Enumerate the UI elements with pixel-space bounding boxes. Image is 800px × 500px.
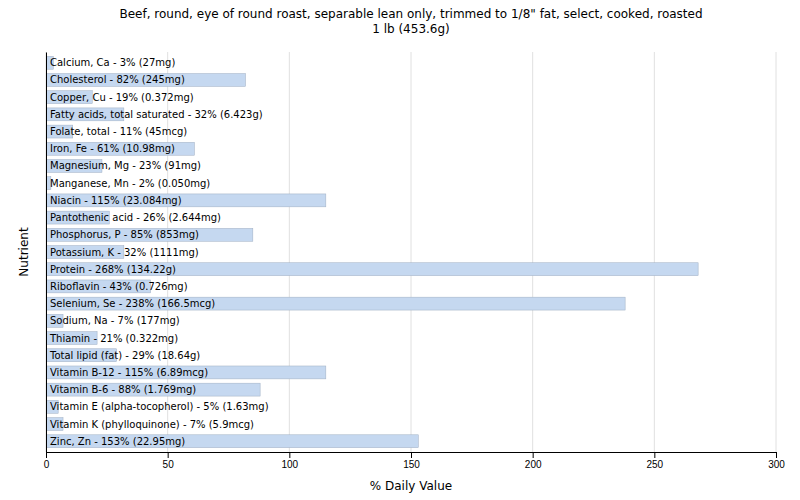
x-axis-title: % Daily Value (370, 479, 452, 493)
bar-label: Riboflavin - 43% (0.726mg) (50, 281, 188, 292)
bar-label: Niacin - 115% (23.084mg) (50, 195, 182, 206)
x-tick-label: 200 (525, 459, 542, 470)
bar (46, 263, 698, 276)
bar-label: Vitamin E (alpha-tocopherol) - 5% (1.63m… (50, 401, 269, 412)
bar-label: Magnesium, Mg - 23% (91mg) (50, 160, 201, 171)
y-axis-title: Nutrient (17, 227, 31, 277)
chart: Calcium, Ca - 3% (27mg) Cholesterol - 82%… (0, 0, 800, 500)
bar (46, 366, 326, 379)
x-tick: 0 (44, 452, 50, 470)
x-tick-label: 50 (163, 459, 175, 470)
bar-label: Copper, Cu - 19% (0.372mg) (50, 92, 194, 103)
bar-label: Cholesterol - 82% (245mg) (50, 74, 185, 85)
bar-label: Total lipid (fat) - 29% (18.64g) (49, 350, 200, 361)
x-tick: 200 (525, 452, 542, 470)
bar-label: Vitamin B-12 - 115% (6.89mcg) (50, 367, 208, 378)
bar (46, 383, 260, 396)
grid-line (289, 52, 290, 452)
bar-label: Pantothenic acid - 26% (2.644mg) (50, 212, 221, 223)
x-tick-label: 300 (768, 459, 785, 470)
x-tick-label: 250 (646, 459, 663, 470)
x-axis-line (47, 453, 777, 459)
bar-label: Thiamin - 21% (0.322mg) (49, 333, 178, 344)
grid-line (654, 52, 655, 452)
x-tick: 250 (646, 452, 663, 470)
title: Beef, round, eye of round roast, separab… (119, 7, 702, 36)
bar-label: Vitamin B-6 - 88% (1.769mg) (50, 384, 196, 395)
bar-label: Protein - 268% (134.22g) (50, 264, 176, 275)
x-tick-label: 100 (281, 459, 298, 470)
x-tick-mark (168, 452, 169, 458)
x-tick: 100 (281, 452, 298, 470)
y-axis-line (46, 53, 47, 453)
x-tick: 150 (403, 452, 420, 470)
bar (46, 228, 253, 241)
x-tick-mark (533, 452, 534, 458)
x-tick: 300 (768, 452, 785, 470)
x-tick-label: 0 (44, 459, 50, 470)
bar-labels: Calcium, Ca - 3% (27mg) Cholesterol - 82%… (49, 57, 269, 446)
bars (46, 56, 698, 447)
y-axis (46, 53, 47, 453)
grid-line (411, 52, 412, 452)
bar-label: Calcium, Ca - 3% (27mg) (50, 57, 175, 68)
bar-label: Fatty acids, total saturated - 32% (6.42… (50, 109, 263, 120)
bar (46, 435, 418, 448)
x-tick-mark (654, 452, 655, 458)
x-tick-mark (289, 452, 290, 458)
bar (46, 74, 246, 87)
bar-label: Potassium, K - 32% (1111mg) (50, 247, 199, 258)
bar-label: Folate, total - 11% (45mcg) (50, 126, 187, 137)
grid-line (46, 52, 47, 452)
x-tick-mark (46, 452, 47, 458)
bar-label: Phosphorus, P - 85% (853mg) (50, 229, 199, 240)
x-tick-mark (776, 452, 777, 458)
bar-label: Selenium, Se - 238% (166.5mcg) (50, 298, 215, 309)
grid-line (532, 52, 533, 452)
plot-area: Calcium, Ca - 3% (27mg) Cholesterol - 82%… (44, 52, 786, 470)
bar-label: Vitamin K (phylloquinone) - 7% (5.9mcg) (50, 419, 254, 430)
x-tick-mark (411, 452, 412, 458)
x-tick-label: 150 (403, 459, 420, 470)
grid (46, 52, 776, 452)
bar (46, 194, 326, 207)
grid-line (776, 52, 777, 452)
bar-label: Zinc, Zn - 153% (22.95mg) (50, 436, 185, 447)
x-axis: 0 50 100 150 200 250 300 (44, 452, 786, 470)
bar-label: Manganese, Mn - 2% (0.050mg) (50, 178, 210, 189)
x-tick: 50 (163, 452, 175, 470)
bar (46, 142, 194, 155)
bar-label: Iron, Fe - 61% (10.98mg) (50, 143, 175, 154)
bar (46, 297, 625, 310)
bar-label: Sodium, Na - 7% (177mg) (50, 315, 180, 326)
